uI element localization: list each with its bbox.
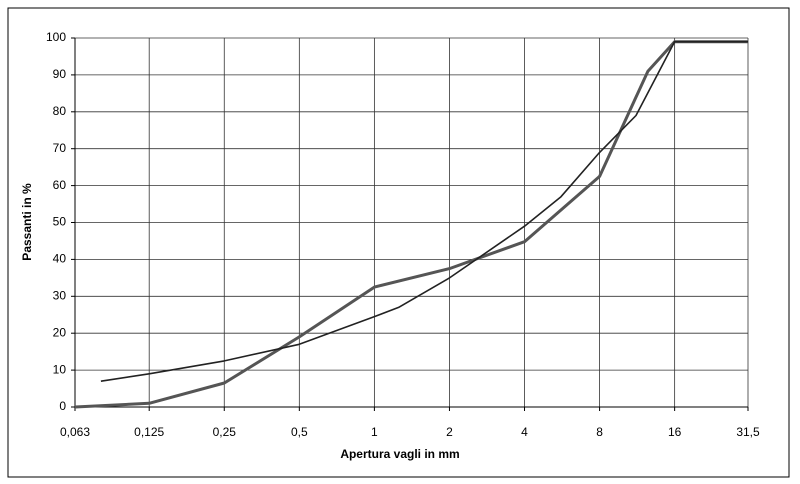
x-tick-label: 0,25 xyxy=(213,425,237,439)
y-tick-label: 60 xyxy=(53,178,67,192)
y-tick-label: 40 xyxy=(53,252,67,266)
series-line xyxy=(100,40,748,382)
y-axis-label: Passanti in % xyxy=(20,183,34,261)
x-tick-label: 0,5 xyxy=(291,425,308,439)
y-tick-label: 70 xyxy=(53,141,67,155)
y-tick-label: 10 xyxy=(53,362,67,376)
series-line xyxy=(74,40,748,409)
y-tick-label: 80 xyxy=(53,104,67,118)
x-axis-label: Apertura vagli in mm xyxy=(340,447,459,461)
x-tick-label: 1 xyxy=(371,425,378,439)
y-tick-label: 0 xyxy=(59,399,66,413)
y-tick-label: 20 xyxy=(53,325,67,339)
x-tick-label: 2 xyxy=(446,425,453,439)
y-tick-label: 50 xyxy=(53,215,67,229)
y-tick-label: 90 xyxy=(53,67,67,81)
x-tick-label: 4 xyxy=(521,425,528,439)
x-tick-label: 31,5 xyxy=(736,425,760,439)
x-tick-label: 16 xyxy=(668,425,682,439)
frame xyxy=(7,7,790,478)
y-tick-label: 100 xyxy=(46,30,66,44)
x-tick-label: 0,063 xyxy=(60,425,90,439)
y-tick-label: 30 xyxy=(53,288,67,302)
x-tick-label: 0,125 xyxy=(134,425,164,439)
x-tick-label: 8 xyxy=(596,425,603,439)
